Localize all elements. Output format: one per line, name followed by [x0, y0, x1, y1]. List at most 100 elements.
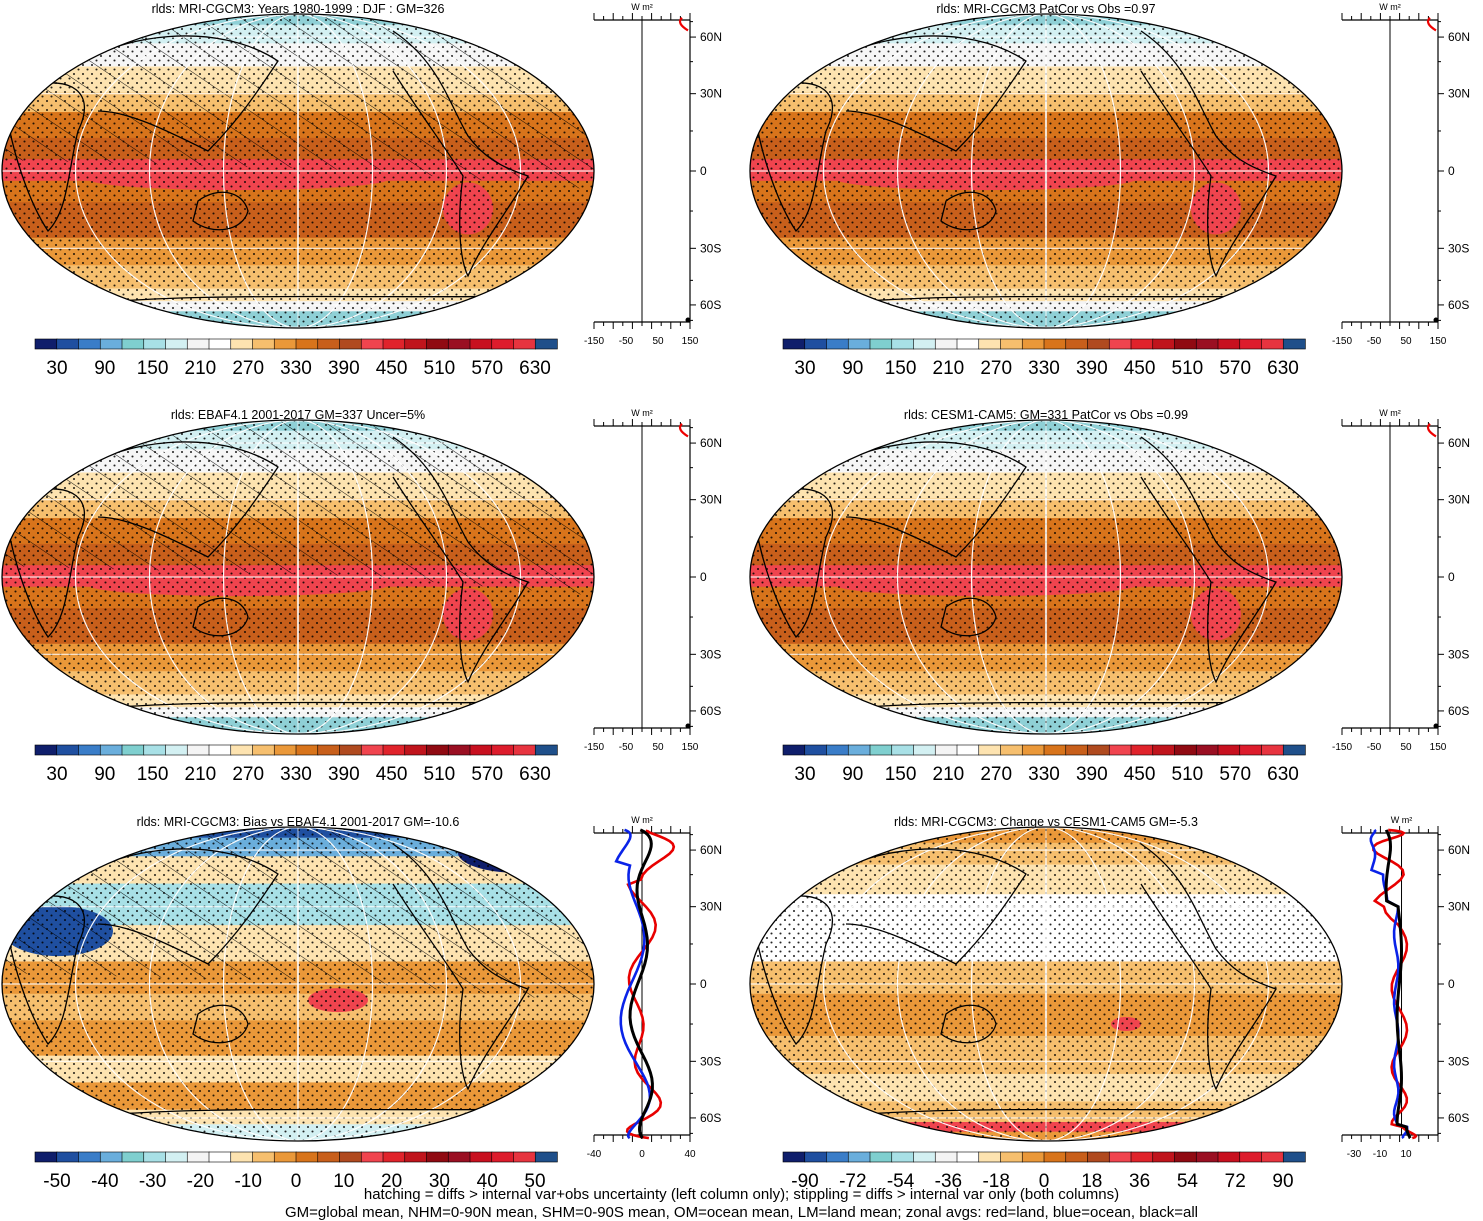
colorbar-box: [447, 338, 471, 350]
colorbar-box: [186, 744, 210, 756]
colorbar-box: [208, 338, 232, 350]
colorbar-box: [956, 1151, 980, 1163]
graticule-lon: [296, 827, 300, 1141]
panel-title: rlds: MRI-CGCM3: Change vs CESM1-CAM5 GM…: [894, 815, 1198, 829]
zonal-x-label: 10: [1400, 1149, 1412, 1160]
colorbar-box: [165, 1151, 188, 1163]
colorbar-box: [34, 1151, 58, 1163]
colorbar-box: [956, 744, 980, 756]
panel-6: rlds: MRI-CGCM3: Change vs CESM1-CAM5 GM…: [749, 815, 1470, 1192]
continent-africa: [7, 82, 85, 233]
map-body: [750, 14, 1342, 328]
colorbar-label: 210: [933, 764, 965, 785]
colorbar-box: [1174, 338, 1197, 350]
graticule-lon: [896, 14, 1196, 328]
colorbar-box: [513, 744, 536, 756]
colorbar-box: [360, 1151, 384, 1163]
graticule-lon: [222, 14, 374, 328]
colorbar-label: -72: [839, 1171, 866, 1192]
colorbar-box: [426, 338, 449, 350]
colorbar-box: [1261, 1151, 1284, 1163]
zonal-x-label: -10: [1373, 1149, 1388, 1160]
colorbar-label: 570: [471, 764, 503, 785]
zonal-x-label: 0: [639, 1149, 645, 1160]
colorbar-label: 270: [232, 358, 264, 379]
colorbar-box: [1065, 744, 1089, 756]
colorbar-box: [317, 338, 341, 350]
colorbar-box: [491, 338, 515, 350]
graticule-lon: [1044, 827, 1048, 1141]
colorbar-box: [513, 1151, 536, 1163]
colorbar-label: 90: [94, 764, 115, 785]
continent-asia: [57, 441, 279, 558]
zonal-lat-label: 60S: [1448, 298, 1469, 312]
continent-americas: [1140, 843, 1277, 1091]
colorbar-box: [1174, 744, 1197, 756]
zonal-x-label: 50: [652, 336, 664, 347]
colorbar-box: [513, 338, 536, 350]
colorbar-box: [56, 1151, 80, 1163]
change-blue-blob: [1274, 838, 1318, 867]
colorbar-box: [186, 1151, 210, 1163]
zonal-ocean-line: [1369, 829, 1409, 1139]
zonal-x-label: -150: [584, 336, 604, 347]
colorbar-box: [273, 338, 297, 350]
zonal-unit: W m²: [1379, 2, 1401, 12]
colorbar-box: [534, 1151, 558, 1163]
graticule-lon: [74, 420, 522, 734]
zonal-all-line: [628, 828, 654, 1139]
colorbar-box: [317, 744, 341, 756]
colorbar-box: [869, 338, 893, 350]
colorbar-box: [295, 1151, 319, 1163]
colorbar-box: [121, 744, 145, 756]
zonal-x-label: -40: [587, 1149, 602, 1160]
colorbar-box: [1261, 338, 1284, 350]
colorbar-box: [891, 338, 915, 350]
continent-africa: [755, 82, 833, 233]
map-outline: [749, 419, 1343, 735]
colorbar-label: 630: [1267, 358, 1299, 379]
colorbar-label: 450: [376, 358, 408, 379]
graticule-lon: [970, 14, 1122, 328]
colorbar-box: [382, 744, 406, 756]
colorbar-box: [360, 744, 384, 756]
colorbar-box: [78, 1151, 101, 1163]
graticule-lon: [74, 827, 522, 1141]
colorbar-box: [121, 338, 145, 350]
colorbar-box: [1108, 1151, 1132, 1163]
colorbar-label: 0: [291, 1171, 302, 1192]
continent-australia: [192, 1004, 249, 1044]
colorbar-box: [1217, 1151, 1241, 1163]
colorbar-label: 90: [1272, 1171, 1293, 1192]
zonal-x-label: 150: [1430, 336, 1447, 347]
graticule-lon: [822, 827, 1270, 1141]
continent-australia: [192, 191, 249, 231]
colorbar-box: [230, 744, 254, 756]
zonal-lat-label: 30S: [1448, 647, 1469, 661]
colorbar-box: [469, 1151, 493, 1163]
colorbar-label: 210: [185, 358, 217, 379]
zonal-x-label: 50: [1400, 742, 1412, 753]
colorbar-label: 630: [1267, 764, 1299, 785]
panel-4: rlds: CESM1-CAM5: GM=331 PatCor vs Obs =…: [749, 408, 1470, 785]
colorbar-box: [295, 338, 319, 350]
colorbar-box: [1130, 338, 1154, 350]
zonal-lat-label: 30S: [700, 1054, 721, 1068]
zonal-unit: W m²: [631, 815, 653, 825]
colorbar-box: [447, 744, 471, 756]
continent-americas: [392, 843, 529, 1091]
zonal-lat-label: 30N: [700, 900, 722, 914]
colorbar-box: [78, 338, 101, 350]
colorbar-box: [1130, 1151, 1154, 1163]
colorbar-box: [782, 744, 806, 756]
colorbar-label: 90: [842, 358, 863, 379]
colorbar-box: [934, 1151, 958, 1163]
colorbar-box: [360, 338, 384, 350]
continent-asia: [805, 848, 1027, 965]
zonal-x-label: 50: [1400, 336, 1412, 347]
continent-africa: [755, 895, 833, 1046]
colorbar-box: [447, 1151, 471, 1163]
graticule-lon: [1044, 14, 1048, 328]
colorbar-box: [1108, 338, 1132, 350]
map-body: [750, 420, 1342, 734]
